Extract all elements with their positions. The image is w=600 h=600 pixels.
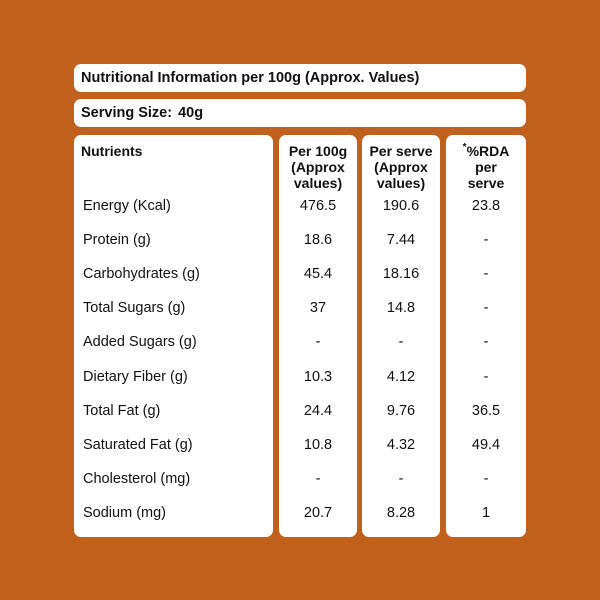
per-serve-header: Per serve (Approx values): [362, 143, 440, 191]
rda-asterisk: *: [462, 142, 467, 153]
per-serve-header-line: Per serve: [369, 143, 433, 159]
per-100g-value: 476.5: [299, 198, 337, 214]
per-serve-header-line: values): [376, 175, 426, 191]
rda-value: -: [483, 232, 489, 248]
rda-header-line: per: [475, 159, 497, 175]
serving-size-label: Serving Size:: [81, 105, 173, 121]
serving-size-value: 40g: [178, 105, 204, 121]
per-100g-value: 24.4: [303, 403, 333, 419]
rda-header-line: *%RDA: [446, 142, 526, 159]
rda-header-text: %RDA: [466, 143, 510, 159]
rda-value: -: [483, 334, 489, 350]
rda-value: 49.4: [471, 437, 501, 453]
per-100g-value: 37: [309, 300, 327, 316]
per-serve-value: 190.6: [382, 198, 420, 214]
per-serve-column: Per serve (Approx values) 190.6 7.44 18.…: [362, 135, 440, 537]
per-serve-value: 9.76: [386, 403, 416, 419]
nutrient-name: Saturated Fat (g): [83, 437, 193, 453]
rda-header: *%RDA per serve: [446, 142, 526, 191]
per-serve-value: 7.44: [386, 232, 416, 248]
per-serve-header-line: (Approx: [374, 159, 428, 175]
per-100g-value: 20.7: [303, 505, 333, 521]
title-panel: Nutritional Information per 100g (Approx…: [74, 64, 526, 92]
per-100g-header: Per 100g (Approx values): [279, 143, 357, 191]
rda-value: -: [483, 266, 489, 282]
nutrient-name: Total Fat (g): [83, 403, 161, 419]
rda-value: 1: [481, 505, 491, 521]
rda-header-line: serve: [467, 175, 505, 191]
nutrients-header: Nutrients: [81, 143, 143, 159]
rda-value: -: [483, 471, 489, 487]
nutrient-name: Protein (g): [83, 232, 151, 248]
per-serve-value: 8.28: [386, 505, 416, 521]
nutrient-name: Carbohydrates (g): [83, 266, 200, 282]
per-100g-value: -: [315, 334, 321, 350]
serving-size-panel: Serving Size: 40g: [74, 99, 526, 127]
per-100g-value: 10.3: [303, 369, 333, 385]
per-100g-header-line: Per 100g: [288, 143, 348, 159]
rda-value: -: [483, 369, 489, 385]
per-serve-value: 18.16: [382, 266, 420, 282]
nutrient-name: Sodium (mg): [83, 505, 166, 521]
rda-value: -: [483, 300, 489, 316]
nutrient-name: Total Sugars (g): [83, 300, 186, 316]
per-100g-value: 10.8: [303, 437, 333, 453]
per-100g-column: Per 100g (Approx values) 476.5 18.6 45.4…: [279, 135, 357, 537]
per-serve-value: 14.8: [386, 300, 416, 316]
nutrient-name: Added Sugars (g): [83, 334, 197, 350]
nutrient-name: Cholesterol (mg): [83, 471, 191, 487]
per-serve-value: 4.32: [386, 437, 416, 453]
per-100g-value: 18.6: [303, 232, 333, 248]
per-100g-header-line: (Approx: [291, 159, 345, 175]
per-100g-value: -: [315, 471, 321, 487]
rda-value: 36.5: [471, 403, 501, 419]
rda-value: 23.8: [471, 198, 501, 214]
rda-column: *%RDA per serve 23.8 - - - - - 36.5 49.4…: [446, 135, 526, 537]
per-serve-value: 4.12: [386, 369, 416, 385]
nutrient-name: Energy (Kcal): [83, 198, 171, 214]
per-serve-value: -: [398, 471, 404, 487]
per-100g-header-line: values): [293, 175, 343, 191]
per-100g-value: 45.4: [303, 266, 333, 282]
nutrient-name: Dietary Fiber (g): [83, 369, 188, 385]
per-serve-value: -: [398, 334, 404, 350]
table-title: Nutritional Information per 100g (Approx…: [81, 70, 420, 86]
nutrients-column: Nutrients Energy (Kcal) Protein (g) Carb…: [74, 135, 273, 537]
